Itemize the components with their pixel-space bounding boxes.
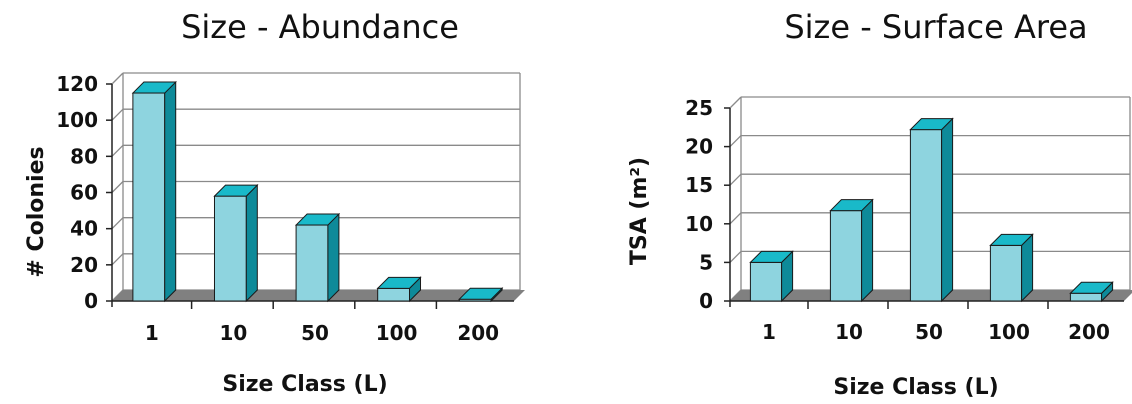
y-tick-label: 40 [70,217,98,241]
bar [213,183,259,303]
y-tick-label: 20 [685,135,713,159]
bar-top [989,233,1034,246]
bar [376,276,422,303]
x-axis-label: Size Class (L) [222,372,387,397]
y-tick-label: 25 [685,96,713,120]
x-tick-label: 200 [457,321,499,345]
x-tick-label: 1 [145,321,159,345]
bar-side [164,80,177,303]
bar [989,233,1034,303]
bar-top [458,287,504,300]
y-tick-label: 15 [685,173,713,197]
bar [909,117,954,303]
bar-top [376,276,422,289]
x-tick-label: 1 [762,320,776,344]
bar-front [377,287,411,302]
gridline-diagonal [729,212,742,225]
bar-front [909,129,943,302]
bar-front [295,224,329,302]
bar-front [829,210,863,302]
y-axis-label: TSA (m²) [627,157,652,265]
bar-front [132,92,166,302]
chart-abundance: Size - Abundance # Colonies Size Class (… [24,8,525,397]
bar-top [909,118,954,131]
x-tick-label: 10 [835,320,863,344]
gridline-diagonal [729,135,742,148]
chart-surface-area: Size - Surface Area TSA (m²) Size Class … [627,8,1132,400]
chart-title: Size - Abundance [181,8,459,46]
bar [294,212,341,303]
bar-top [1069,281,1114,294]
y-axis-label: # Colonies [24,146,49,277]
gridline-diagonal [111,253,124,266]
y-tick-label: 0 [84,289,98,313]
x-tick-label: 100 [988,320,1030,344]
bar-side [327,212,340,303]
x-axis-label: Size Class (L) [833,375,998,400]
gridline-diagonal [729,96,742,109]
gridline-diagonal [111,72,124,85]
y-tick-label: 80 [70,144,98,168]
x-tick-label: 200 [1068,320,1110,344]
bar-top [749,250,794,263]
bar-front [749,261,783,302]
gridline-diagonal [729,250,742,263]
bar-top [829,199,874,212]
y-tick-label: 120 [56,72,98,96]
bar [131,80,177,303]
bar-top [213,184,259,197]
bar-top [294,213,341,226]
y-tick-label: 5 [699,250,713,274]
bar-front [989,244,1023,302]
gridline-diagonal [111,181,124,193]
bar-side [941,117,954,303]
x-tick-label: 100 [376,321,418,345]
bar-top [131,81,177,94]
gridline-diagonal [729,173,742,186]
y-tick-label: 0 [699,289,713,313]
y-tick-label: 20 [70,253,98,277]
plot-area: 0 5 10 15 20 25 1 10 50 100 200 [685,96,1132,344]
x-tick-label: 10 [219,321,247,345]
bar [829,198,874,303]
x-tick-label: 50 [915,320,943,344]
plot-area: 0 20 40 60 80 100 120 1 10 50 100 200 [56,72,525,345]
y-tick-label: 100 [56,108,98,132]
x-tick-label: 50 [301,321,329,345]
chart-title: Size - Surface Area [784,8,1087,46]
y-tick-label: 10 [685,212,713,236]
bar-front [213,195,247,302]
gridline-diagonal [111,108,124,121]
bar [749,250,794,303]
gridline-diagonal [111,144,124,157]
bar [458,286,504,303]
y-tick-label: 60 [70,181,98,205]
bar-side [861,198,874,303]
bar [1069,281,1114,303]
bar-front [1069,292,1103,302]
gridline-diagonal [111,217,124,230]
bar-side [245,183,258,303]
